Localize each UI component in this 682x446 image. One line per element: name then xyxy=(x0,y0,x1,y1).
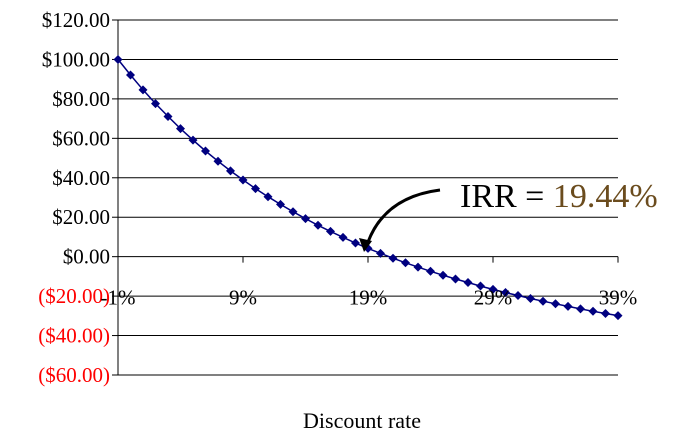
data-point xyxy=(313,220,323,230)
y-tick-label: ($20.00) xyxy=(38,284,110,308)
data-point xyxy=(538,296,548,306)
data-point xyxy=(238,175,248,185)
data-point xyxy=(126,70,135,80)
y-tick-label: $80.00 xyxy=(52,87,110,111)
x-axis-tick-marks xyxy=(117,256,619,263)
y-tick-label: $40.00 xyxy=(52,166,110,190)
irr-annotation: IRR = 19.44% xyxy=(359,178,658,252)
data-point xyxy=(401,258,410,268)
irr-value: 19.44% xyxy=(553,178,658,215)
data-point xyxy=(576,304,585,314)
data-point xyxy=(613,311,623,321)
data-point xyxy=(463,278,473,288)
annotation-arrow xyxy=(366,188,441,243)
data-point xyxy=(563,301,573,311)
x-tick-label: -1% xyxy=(101,286,136,310)
x-tick-label: 9% xyxy=(229,286,257,310)
x-tick-label: 19% xyxy=(349,286,388,310)
data-point xyxy=(438,270,448,280)
irr-label: IRR = xyxy=(460,178,553,215)
data-point xyxy=(138,85,148,95)
data-point xyxy=(201,146,210,156)
arrow-head-icon xyxy=(359,238,372,252)
y-axis-ticks: $120.00 $100.00 $80.00 $60.00 $40.00 $20.00 $0… xyxy=(38,8,118,387)
data-point xyxy=(588,306,598,316)
y-tick-label: $20.00 xyxy=(52,205,110,229)
data-point xyxy=(163,111,173,121)
x-tick-label: 39% xyxy=(599,286,638,310)
y-tick-label: ($40.00) xyxy=(38,324,110,348)
data-point xyxy=(151,99,160,109)
x-axis-ticks: -1% 9% 19% 29% 39% xyxy=(101,286,638,310)
data-point xyxy=(526,293,535,303)
data-point xyxy=(388,253,398,263)
data-point xyxy=(188,135,198,145)
data-point xyxy=(488,284,498,294)
data-point xyxy=(263,192,273,202)
data-point xyxy=(513,291,523,301)
data-point xyxy=(176,124,185,134)
data-point xyxy=(113,54,123,64)
data-point xyxy=(226,166,235,176)
data-point xyxy=(288,207,298,217)
data-point xyxy=(476,281,485,291)
data-point xyxy=(426,266,435,276)
data-point xyxy=(351,238,360,248)
data-point xyxy=(413,262,423,272)
y-tick-label: $120.00 xyxy=(42,8,110,32)
data-point xyxy=(326,226,335,236)
data-point xyxy=(451,274,460,284)
data-point xyxy=(338,232,348,242)
data-point xyxy=(551,299,560,309)
data-point xyxy=(376,248,385,258)
data-point xyxy=(601,308,610,318)
data-point xyxy=(276,199,285,209)
y-tick-label: $0.00 xyxy=(63,245,110,269)
data-point xyxy=(301,214,310,224)
y-tick-label: $60.00 xyxy=(52,126,110,150)
y-tick-label: ($60.00) xyxy=(38,363,110,387)
x-tick-label: 29% xyxy=(474,286,513,310)
data-point xyxy=(501,288,510,298)
data-point xyxy=(213,156,223,166)
x-axis-label: Discount rate xyxy=(303,408,421,433)
data-point xyxy=(251,184,260,194)
gridlines xyxy=(118,19,618,376)
irr-annotation-text: IRR = 19.44% xyxy=(460,178,658,215)
y-tick-label: $100.00 xyxy=(42,47,110,71)
